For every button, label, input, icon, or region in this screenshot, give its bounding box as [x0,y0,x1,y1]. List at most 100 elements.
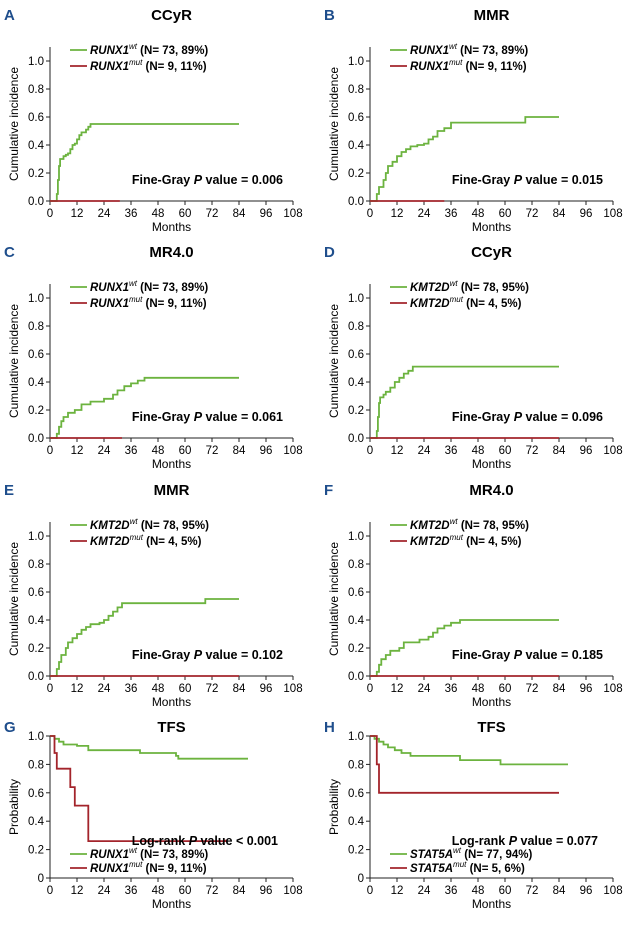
legend-gene: STAT5A [410,863,453,875]
y-tick-label: 0.4 [348,816,365,828]
panel-letter: A [4,7,15,24]
legend-superscript: wt [129,846,138,855]
legend-entry: RUNX1mut (N= 9, 11%) [90,860,207,875]
legend-gene: RUNX1 [90,282,129,294]
stat-value: value = 0.061 [202,410,283,424]
x-tick-label: 72 [526,683,539,695]
y-axis-label: Probability [7,779,21,835]
legend-entry: KMT2Dwt (N= 78, 95%) [410,279,529,294]
legend-gene: KMT2D [410,520,450,532]
x-tick-label: 36 [125,683,138,695]
panel-b: B MMR 0.0 0.2 0.4 0.6 0.8 1.0 0 12 24 36 48 60 72 84 96 1… [324,7,623,234]
x-tick-label: 12 [391,885,404,897]
x-tick-label: 0 [367,885,373,897]
x-tick-label: 96 [260,885,273,897]
chart-title: CCyR [151,7,192,24]
x-axis-label: Months [152,695,191,709]
x-tick-label: 48 [472,208,485,220]
x-tick-label: 84 [553,683,566,695]
legend-entry: KMT2Dmut (N= 4, 5%) [90,533,202,548]
x-tick-label: 96 [580,208,593,220]
y-tick-label: 0.6 [348,587,364,599]
legend-superscript: wt [129,42,138,51]
legend-superscript: wt [129,279,138,288]
legend-count: (N= 9, 11%) [142,863,206,875]
x-tick-label: 108 [603,208,622,220]
y-tick-label: 0.4 [348,615,365,627]
y-tick-label: 0.0 [28,671,44,683]
legend-gene: KMT2D [90,536,130,548]
x-tick-label: 24 [418,683,431,695]
x-axis-label: Months [152,457,191,471]
x-tick-label: 0 [47,885,53,897]
x-tick-label: 0 [367,445,373,457]
y-axis-label: Probability [327,779,341,835]
x-tick-label: 72 [206,445,219,457]
x-tick-label: 24 [418,208,431,220]
x-tick-label: 84 [233,683,246,695]
stat-text: Fine-Gray P value = 0.061 [132,410,283,424]
chart-title: MR4.0 [149,244,193,261]
stat-value: value < 0.001 [197,834,278,848]
legend-superscript: wt [450,279,459,288]
x-tick-label: 108 [283,885,302,897]
x-tick-label: 0 [47,683,53,695]
x-tick-label: 48 [152,885,165,897]
stat-prefix: Fine-Gray [132,173,194,187]
x-tick-label: 36 [445,683,458,695]
legend-entry: RUNX1mut (N= 9, 11%) [90,58,207,73]
x-tick-label: 24 [98,445,111,457]
y-tick-label: 0.4 [28,377,45,389]
y-tick-label: 1.0 [348,293,364,305]
x-tick-label: 24 [98,885,111,897]
y-tick-label: 1.0 [348,56,364,68]
x-tick-label: 96 [580,683,593,695]
x-axis-label: Months [472,457,511,471]
x-tick-label: 48 [152,683,165,695]
legend-superscript: wt [450,517,459,526]
series-wt-line [370,619,559,677]
legend-entry: RUNX1wt (N= 73, 89%) [90,42,208,57]
y-tick-label: 0.2 [28,405,44,417]
x-tick-label: 12 [71,885,84,897]
panel-g: G TFS 0 0.2 0.4 0.6 0.8 1.0 0 12 24 36 48 60 72 84 96 108… [4,719,303,911]
legend-gene: RUNX1 [90,849,129,861]
y-tick-label: 0.8 [28,84,44,96]
legend-superscript: mut [129,860,143,869]
x-tick-label: 48 [472,445,485,457]
legend-entry: RUNX1wt (N= 73, 89%) [410,42,528,57]
y-tick-label: 0.6 [348,788,364,800]
stat-prefix: Fine-Gray [452,173,514,187]
stat-prefix: Log-rank [452,834,509,848]
x-tick-label: 36 [125,885,138,897]
y-tick-label: 0.2 [28,845,44,857]
series-wt-line [50,376,239,439]
legend-gene: KMT2D [410,282,450,294]
x-tick-label: 12 [71,208,84,220]
x-tick-label: 12 [71,683,84,695]
legend-count: (N= 78, 95%) [138,520,209,532]
x-tick-label: 36 [125,208,138,220]
x-tick-label: 12 [391,445,404,457]
legend-entry: KMT2Dmut (N= 4, 5%) [410,533,522,548]
legend-entry: KMT2Dmut (N= 4, 5%) [410,295,522,310]
legend-count: (N= 73, 89%) [457,45,528,57]
legend-gene: RUNX1 [90,45,129,57]
legend-gene: KMT2D [410,298,450,310]
x-tick-label: 24 [418,445,431,457]
y-tick-label: 0.8 [28,559,44,571]
legend-entry: STAT5Amut (N= 5, 6%) [410,860,525,875]
x-tick-label: 84 [233,445,246,457]
x-tick-label: 84 [553,208,566,220]
x-tick-label: 96 [260,445,273,457]
x-tick-label: 24 [98,683,111,695]
x-tick-label: 48 [152,445,165,457]
legend-entry: KMT2Dwt (N= 78, 95%) [410,517,529,532]
chart-title: TFS [157,719,185,736]
legend-count: (N= 78, 95%) [458,282,529,294]
x-tick-label: 48 [472,885,485,897]
legend-count: (N= 9, 11%) [142,61,206,73]
x-tick-label: 12 [391,208,404,220]
stat-value: value = 0.077 [517,834,598,848]
stat-p: P [194,173,203,187]
